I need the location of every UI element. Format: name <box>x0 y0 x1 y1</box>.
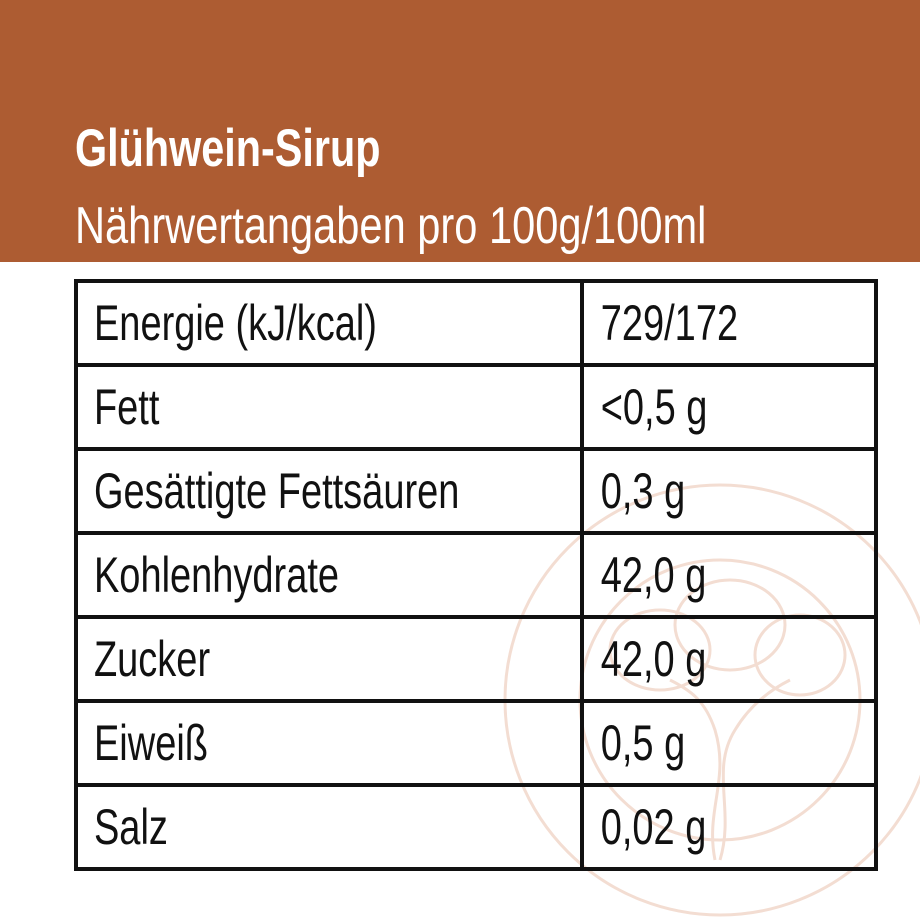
nutrient-value: 729/172 <box>600 295 738 351</box>
nutrient-label: Gesättigte Fettsäuren <box>93 463 460 519</box>
nutrient-label: Fett <box>93 379 160 435</box>
table-row: Fett <0,5 g <box>74 363 878 451</box>
nutrient-value: <0,5 g <box>600 379 708 435</box>
nutrient-label: Salz <box>93 799 168 855</box>
nutrient-label: Zucker <box>93 631 211 687</box>
nutrient-value: 0,02 g <box>600 799 707 855</box>
table-row: Energie (kJ/kcal) 729/172 <box>74 279 878 367</box>
product-title: Glühwein-Sirup <box>75 119 381 178</box>
nutrient-value: 0,3 g <box>600 463 686 519</box>
table-row: Salz 0,02 g <box>74 783 878 871</box>
nutrition-subtitle: Nährwertangaben pro 100g/100ml <box>75 197 707 255</box>
nutrient-label: Eiweiß <box>93 715 208 771</box>
table-row: Gesättigte Fettsäuren 0,3 g <box>74 447 878 535</box>
nutrient-label: Kohlenhydrate <box>93 547 340 603</box>
table-row: Zucker 42,0 g <box>74 615 878 703</box>
table-row: Kohlenhydrate 42,0 g <box>74 531 878 619</box>
table-row: Eiweiß 0,5 g <box>74 699 878 787</box>
header-banner: Glühwein-Sirup Nährwertangaben pro 100g/… <box>0 0 920 262</box>
nutrient-value: 0,5 g <box>600 715 686 771</box>
nutrient-value: 42,0 g <box>600 631 707 687</box>
nutrition-table: Energie (kJ/kcal) 729/172 Fett <0,5 g Gesä… <box>74 279 878 871</box>
nutrient-label: Energie (kJ/kcal) <box>93 295 377 351</box>
nutrient-value: 42,0 g <box>600 547 707 603</box>
